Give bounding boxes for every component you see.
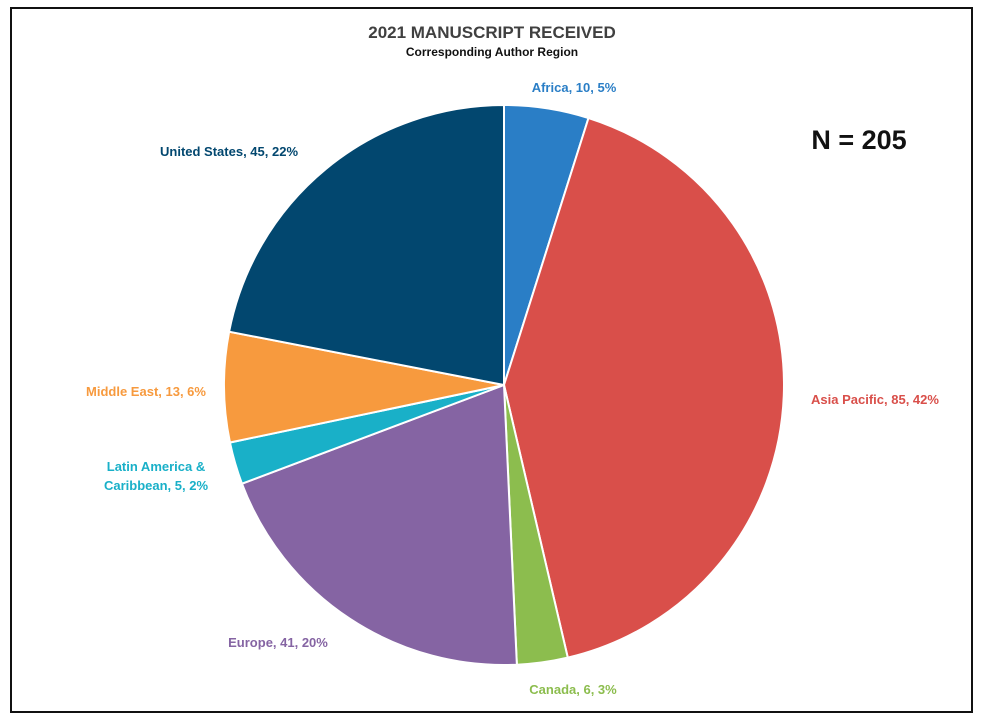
slice-label-europe: Europe, 41, 20% xyxy=(228,635,328,650)
slice-label-latin-america-caribbean: Latin America & Caribbean, 5, 2% xyxy=(104,459,208,493)
slice-label-middle-east: Middle East, 13, 6% xyxy=(86,384,206,399)
slice-label-asia-pacific: Asia Pacific, 85, 42% xyxy=(811,392,939,407)
pie-slice-united-states xyxy=(227,103,505,387)
pie-slices xyxy=(223,103,785,666)
sample-size-annotation: N = 205 xyxy=(811,125,906,155)
slice-label-africa: Africa, 10, 5% xyxy=(532,80,617,95)
pie-slice-asia-pacific xyxy=(502,116,785,659)
slice-label-united-states: United States, 45, 22% xyxy=(160,144,298,159)
pie-slice-middle-east xyxy=(223,330,505,444)
chart-title: 2021 MANUSCRIPT RECEIVED xyxy=(368,23,616,42)
slice-labels: Africa, 10, 5% Asia Pacific, 85, 42% Canad… xyxy=(86,80,939,697)
pie-slice-europe xyxy=(240,383,518,666)
slice-label-canada: Canada, 6, 3% xyxy=(529,682,617,697)
chart-subtitle: Corresponding Author Region xyxy=(406,45,578,59)
